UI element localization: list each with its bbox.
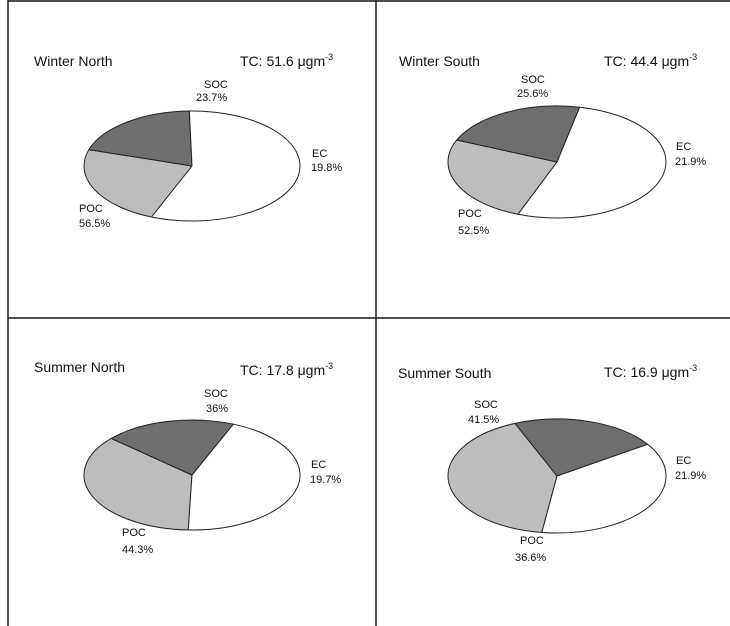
pie-slice-ec [88, 110, 193, 167]
pie-slice-soc [83, 149, 193, 218]
slice-label-soc-name: SOC [474, 399, 498, 411]
slice-label-poc-value: 36.6% [515, 552, 546, 564]
total-carbon-label: TC: 16.9 μgm-3 [604, 363, 697, 380]
pie-panel-summer-north: Summer North TC: 17.8 μgm-3 SOC 36% EC 1… [34, 359, 341, 556]
slice-label-soc-name: SOC [521, 74, 545, 86]
slice-label-poc-name: POC [79, 203, 103, 215]
pie-panel-winter-south: Winter South TC: 44.4 μgm-3 SOC 25.6% EC… [399, 52, 706, 237]
total-carbon-label: TC: 44.4 μgm-3 [604, 52, 697, 69]
slice-label-soc-value: 23.7% [196, 92, 227, 104]
slice-label-poc-value: 52.5% [458, 225, 489, 237]
slice-label-poc-name: POC [458, 208, 482, 220]
slice-label-poc-value: 56.5% [79, 218, 110, 230]
slice-label-ec-value: 19.8% [311, 162, 342, 174]
slice-label-poc-value: 44.3% [122, 544, 153, 556]
total-carbon-label: TC: 17.8 μgm-3 [240, 361, 333, 378]
slice-label-soc-value: 25.6% [517, 88, 548, 100]
slice-label-soc-name: SOC [204, 79, 228, 91]
slice-label-ec-name: EC [676, 455, 691, 467]
slice-label-poc-name: POC [122, 527, 146, 539]
slice-label-ec-value: 21.9% [675, 156, 706, 168]
pie-slice-soc [447, 422, 558, 533]
pie-slice-ec [456, 105, 581, 163]
panel-title: Summer South [398, 365, 491, 381]
pie-slice-poc [187, 423, 301, 531]
slice-label-ec-value: 19.7% [310, 474, 341, 486]
slice-label-ec-name: EC [676, 141, 691, 153]
panel-title: Summer North [34, 359, 125, 375]
slice-label-ec-name: EC [311, 459, 326, 471]
slice-label-poc-name: POC [520, 535, 544, 547]
pie-slice-soc [83, 437, 193, 531]
slice-label-soc-name: SOC [204, 388, 228, 400]
slice-label-soc-value: 41.5% [468, 414, 499, 426]
slice-label-ec-value: 21.9% [675, 470, 706, 482]
pie-slice-soc [447, 139, 558, 215]
panel-title: Winter North [34, 53, 113, 69]
panel-title: Winter South [399, 53, 480, 69]
pie-panel-winter-north: Winter North TC: 51.6 μgm-3 SOC 23.7% EC… [34, 52, 342, 230]
pie-slice-ec [514, 418, 649, 477]
pie-slice-poc [517, 106, 667, 219]
slice-label-soc-value: 36% [206, 403, 228, 415]
slice-label-ec-name: EC [312, 148, 327, 160]
total-carbon-label: TC: 51.6 μgm-3 [240, 52, 333, 69]
pie-panel-summer-south: Summer South TC: 16.9 μgm-3 SOC 41.5% EC… [398, 363, 706, 564]
pie-slice-poc [151, 110, 301, 222]
pie-slice-poc [541, 443, 667, 534]
